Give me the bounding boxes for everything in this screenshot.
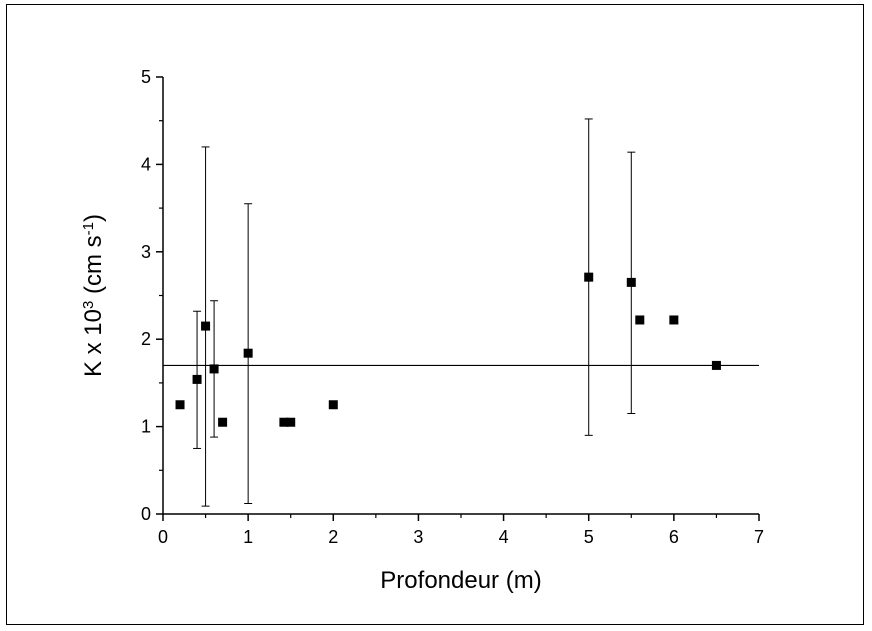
- data-point: [328, 400, 338, 410]
- x-tick-label: 7: [754, 527, 764, 547]
- data-point: [626, 277, 636, 287]
- plot-area: 0 1 2 3 4 5 6 7 0 1 2 3 4 5: [141, 67, 764, 547]
- x-tick-label: 3: [413, 527, 423, 547]
- figure-frame: [6, 4, 864, 625]
- y-tick-label: 2: [141, 329, 151, 349]
- data-point: [669, 315, 679, 325]
- y-axis-title-unit-close: ): [80, 214, 107, 222]
- data-point: [192, 374, 202, 384]
- y-tick-label: 1: [141, 417, 151, 437]
- data-point: [286, 417, 296, 427]
- y-axis-title-unit-exponent: -1: [80, 222, 97, 235]
- x-tick-label: 6: [669, 527, 679, 547]
- data-point: [635, 315, 645, 325]
- data-point: [711, 360, 721, 370]
- y-axis-title: K x 103 (cm s-1): [80, 214, 108, 377]
- x-tick-label: 4: [499, 527, 509, 547]
- data-point: [279, 417, 289, 427]
- y-tick-label: 3: [141, 242, 151, 262]
- x-tick-label: 5: [584, 527, 594, 547]
- y-tick-label: 0: [141, 504, 151, 524]
- y-axis-title-base: K x 10: [80, 309, 107, 377]
- y-tick-label: 5: [141, 67, 151, 87]
- x-tick-label: 1: [243, 527, 253, 547]
- y-axis-title-exponent: 3: [80, 301, 97, 309]
- x-tick-label: 0: [158, 527, 168, 547]
- y-tick-label: 4: [141, 154, 151, 174]
- data-point: [175, 400, 185, 410]
- data-point: [201, 321, 211, 331]
- data-point: [209, 364, 219, 374]
- x-axis-title: Profondeur (m): [380, 567, 541, 594]
- x-tick-label: 2: [328, 527, 338, 547]
- data-point: [218, 417, 228, 427]
- data-point: [584, 272, 594, 282]
- data-point: [243, 348, 253, 358]
- y-axis-title-unit-open: (cm s: [80, 235, 107, 300]
